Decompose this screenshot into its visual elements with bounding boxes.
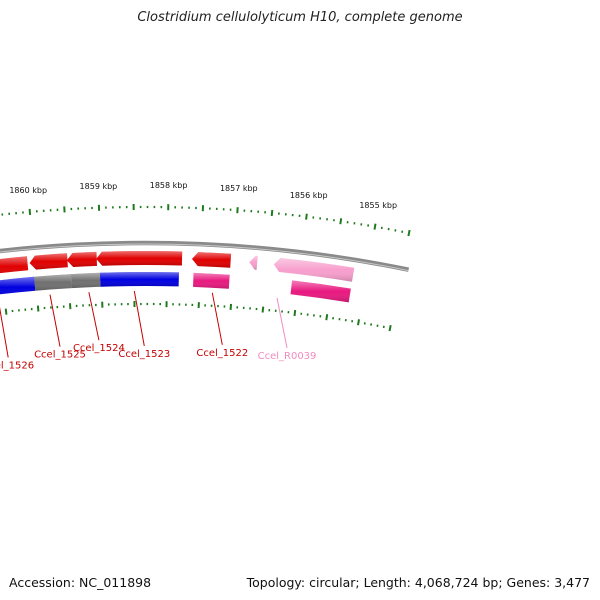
gene-label-layer: Ccel_R0039Ccel_1522Ccel_1523Ccel_1524Cce… xyxy=(0,290,317,372)
scale-tick xyxy=(388,325,392,332)
scale-tick xyxy=(293,309,297,317)
gene-label: Ccel_1523 xyxy=(118,349,170,360)
forward-strand-layer xyxy=(0,250,355,282)
gene-label-leader xyxy=(276,297,288,348)
scale-tick xyxy=(270,209,274,217)
scale-tick xyxy=(4,308,8,315)
gene-label: Ccel_R0039 xyxy=(258,351,317,362)
scale-tick xyxy=(373,223,377,230)
genome-backbone xyxy=(0,240,410,272)
reverse-strand-layer xyxy=(0,271,351,303)
forward-feature-6-shade xyxy=(0,256,29,274)
reverse-feature-5-shade xyxy=(0,276,36,295)
accession-text: Accession: NC_011898 xyxy=(9,575,152,590)
scale-label: 1857 kbp xyxy=(220,184,258,193)
forward-feature-2-shade xyxy=(192,252,232,268)
gene-label: Ccel_1524 xyxy=(73,343,125,354)
reverse-feature-4-shade xyxy=(34,274,72,291)
gene-label: Ccel_1522 xyxy=(196,348,248,359)
forward-feature-1-shade xyxy=(249,255,258,270)
forward-feature-5-shade xyxy=(29,253,68,270)
scale-tick xyxy=(357,319,360,326)
gene-label-leader xyxy=(211,292,223,345)
reverse-feature-1-shade xyxy=(193,272,230,289)
gene-label-leader xyxy=(0,306,9,358)
scale-tick xyxy=(325,314,329,321)
reverse-feature-0-shade xyxy=(290,280,351,303)
scale-tick xyxy=(36,305,40,312)
scale-tick xyxy=(407,229,411,237)
backbone-layer xyxy=(0,240,410,272)
scale-tick xyxy=(261,306,265,313)
genome-backbone-highlight xyxy=(0,243,409,272)
forward-feature-0-shade xyxy=(273,258,355,282)
scale-label: 1856 kbp xyxy=(290,191,328,200)
gene-label: Ccel_1525 xyxy=(34,350,86,361)
genome-summary-text: Topology: circular; Length: 4,068,724 bp… xyxy=(246,575,590,590)
scale-label: 1858 kbp xyxy=(150,181,188,190)
scale-tick xyxy=(28,208,32,215)
reverse-feature-3-shade xyxy=(70,272,101,289)
gene-label: Ccel_1526 xyxy=(0,361,34,372)
scale-tick xyxy=(339,218,343,225)
forward-feature-4-shade xyxy=(66,251,97,267)
reverse-feature-2-shade xyxy=(99,271,179,287)
map-title: Clostridium cellulolyticum H10, complete… xyxy=(137,10,463,25)
forward-feature-3-shade xyxy=(96,250,183,266)
gene-label-leader xyxy=(88,292,100,341)
scale-label: 1859 kbp xyxy=(80,182,118,191)
gene-label-leader xyxy=(49,294,61,347)
scale-label: 1855 kbp xyxy=(359,201,397,210)
scale-layer: 1855 kbp 1856 kbp 1857 kbp 1858 kbp 1859 kbp… xyxy=(0,181,411,332)
gene-label-leader xyxy=(133,290,145,347)
scale-tick xyxy=(305,213,308,220)
scale-label: 1860 kbp xyxy=(9,186,47,195)
